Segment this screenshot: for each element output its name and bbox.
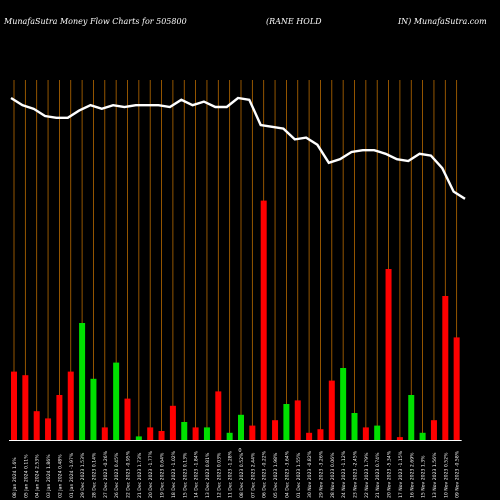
bar: [56, 395, 63, 440]
x-tick-label: 01 Jan 2024 -1.97%: [69, 452, 75, 498]
bar: [408, 395, 415, 440]
bar: [22, 375, 29, 440]
x-tick-label: 22 Nov 2023 1.79%: [364, 452, 370, 498]
bar: [11, 371, 17, 440]
x-tick-label: 15 Dec 2023 0.13%: [182, 452, 188, 498]
bar: [272, 420, 279, 440]
bar: [283, 404, 290, 440]
x-tick-label: 16 Nov 2023 2.69%: [409, 452, 415, 498]
bar: [226, 432, 233, 440]
header-title-right: IN) MunafaSutra.com: [398, 17, 487, 26]
x-tick-label: 30 Nov 2023 -0.82%: [307, 450, 313, 498]
x-tick-label: 07 Dec 2023 2.44%: [250, 452, 256, 498]
bar: [238, 414, 244, 440]
bar: [158, 431, 165, 440]
header-title-mid: (RANE HOLD: [266, 17, 322, 26]
x-tick-label: 19 Dec 2023 0.64%: [160, 452, 166, 498]
bar: [419, 432, 426, 440]
money-flow-line: [10, 96, 466, 200]
bar: [260, 200, 267, 440]
x-tick-label: 22 Dec 2023 -0.95%: [126, 450, 132, 498]
bar-series: [11, 200, 460, 440]
bar: [374, 425, 381, 440]
x-tick-label: 01 Dec 2023 1.55%: [296, 452, 302, 498]
bar: [328, 380, 335, 440]
bar: [79, 323, 86, 440]
x-tick-label: 06 Dec 2023 -0.22%: [262, 450, 268, 498]
x-tick-label: 27 Dec 2023 -0.26%: [103, 450, 109, 498]
bar: [385, 269, 392, 440]
x-tick-label: 05 Jan 2024 0.11%: [23, 454, 29, 498]
bar: [396, 437, 403, 440]
x-tick-label: 20 Nov 2023 -5.34%: [387, 450, 393, 498]
x-tick-label: 28 Nov 2023 0.06%: [330, 452, 336, 498]
x-tick-label: 24 Nov 2023 -1.12%: [341, 450, 347, 498]
x-tick-label: 12 Dec 2023 0.03%: [216, 452, 222, 498]
x-tick-label: 13 Dec 2023 0.81%: [205, 452, 211, 498]
x-tick-label: 23 Nov 2023 -2.45%: [353, 450, 359, 498]
x-tick-label: 20 Dec 2023 -1.77%: [148, 450, 154, 498]
x-tick-label: 28 Dec 2023 0.14%: [91, 452, 97, 498]
x-tick-label: 29 Dec 2023 1.53%: [80, 452, 86, 498]
x-tick-label: 08 Jan 2024 1.6%: [12, 457, 18, 498]
x-tick-label: 26 Dec 2023 0.45%: [114, 452, 120, 498]
bar: [169, 405, 176, 440]
chart-header: MunafaSutra Money Flow Charts for 505800…: [0, 0, 500, 30]
bar: [90, 378, 97, 440]
x-tick-label: 14 Dec 2023 -1.84%: [194, 450, 200, 498]
x-tick-label: 21 Nov 2023 0.74%: [375, 452, 381, 498]
bar: [101, 427, 108, 440]
grid-lines: [13, 80, 458, 440]
x-tick-label: 13 Nov 2023 1.56%: [432, 452, 438, 498]
x-tick-label: 15 Nov 2023 1.3%: [421, 455, 427, 498]
x-tick-labels: 08 Jan 2024 1.6% 05 Jan 2024 0.11% 04 Jan …: [12, 450, 461, 498]
bar: [113, 362, 120, 440]
x-tick-label: 02 Jan 2024 0.48%: [57, 454, 63, 498]
bar: [147, 427, 154, 440]
bar: [215, 391, 222, 440]
x-tick-label: 17 Nov 2023 -1.15%: [398, 450, 404, 498]
bar: [340, 368, 347, 440]
bar: [306, 432, 313, 440]
x-tick-label: 04 Jan 2024 2.53%: [35, 454, 41, 498]
bar: [442, 296, 449, 440]
bar: [294, 400, 301, 440]
bar: [135, 436, 142, 440]
bar: [453, 337, 460, 440]
bar: [45, 418, 52, 440]
bar: [430, 420, 437, 440]
x-tick-label: 18 Dec 2023 -1.02%: [171, 450, 177, 498]
header-title-left: MunafaSutra Money Flow Charts for 505800: [4, 17, 187, 26]
x-tick-label: 21 Dec 2023 1.73%: [137, 452, 143, 498]
bar: [249, 425, 256, 440]
bar: [124, 398, 131, 440]
bar: [351, 413, 358, 440]
bar: [203, 427, 210, 440]
x-tick-label: 29 Nov 2023 -3.26%: [318, 450, 324, 498]
x-tick-label: 11 Dec 2023 -1.28%: [228, 450, 234, 498]
bar: [362, 427, 369, 440]
bar: [67, 371, 74, 440]
x-tick-label: 08 Dec 2023 0.52%: [239, 452, 245, 498]
x-tick-label: 05 Dec 2023 1.98%: [273, 452, 279, 498]
x-tick-label: 04 Dec 2023 -3.64%: [284, 450, 290, 498]
axis-zero-label: 0: [238, 448, 241, 454]
bar: [192, 427, 199, 440]
bar: [181, 422, 188, 440]
x-tick-label: 03 Jan 2024 1.86%: [46, 454, 52, 498]
x-tick-label: 10 Nov 2023 0.52%: [443, 452, 449, 498]
bar: [317, 429, 324, 440]
bar: [33, 411, 40, 440]
x-tick-label: 09 Nov 2023 -0.58%: [455, 450, 461, 498]
